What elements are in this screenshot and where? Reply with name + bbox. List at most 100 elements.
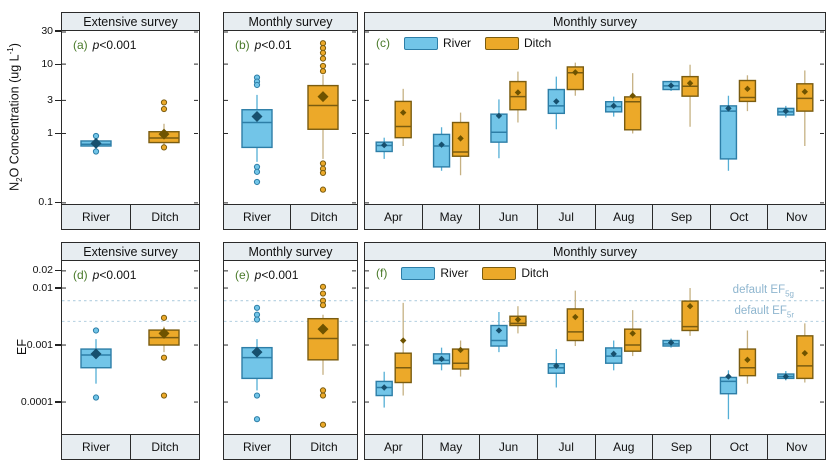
ref-label-default-ef5r: default EF5r [734,305,794,320]
plot-area: (a) p<0.001 [61,31,200,204]
boxplot-ditch-aug [623,73,642,134]
mean-diamond [667,82,675,89]
boxplot-ditch-apr [394,88,412,147]
x-category-ditch: Ditch [310,440,338,454]
outlier-dot [92,148,100,155]
x-category-river: River [62,205,131,229]
outlier-dot [253,392,261,399]
boxplot-ditch-jun [509,71,527,123]
boxplot-ditch-ditch [148,314,180,399]
y-tick-label: 0.01 [32,281,53,294]
x-category-oct: Oct [711,205,769,229]
x-category-sep: Sep [653,205,711,229]
legend-swatch-ditch [485,36,520,50]
x-category-nov: Nov [786,440,808,454]
x-category-aug: Aug [596,435,654,459]
x-category-jul: Jul [538,435,596,459]
outlier-dot [253,168,261,175]
mean-diamond [495,327,503,334]
legend-swatch-river [404,36,438,50]
y-tick-label: 0.0001 [20,395,53,408]
boxplot-river-jun [490,311,508,353]
legend: (c) River Ditch [376,36,565,50]
outlier-dot [92,132,100,140]
panel-annotation: (b) p<0.01 [235,38,292,52]
mean-diamond [686,80,694,87]
panel-letter: (d) [73,268,88,282]
boxplot-ditch-jul [566,62,585,96]
panel-header: Monthly survey [223,12,358,31]
outlier-dot [160,392,168,399]
boxplot-ditch-ditch [307,283,339,428]
x-category-may: May [423,205,481,229]
outlier-dot [92,394,100,401]
outlier-dot [253,416,261,423]
legend-label-river: River [440,266,469,280]
panel-header: Monthly survey [223,242,358,261]
x-axis-strip: River Ditch [223,434,358,460]
p-value: <0.001 [99,268,137,282]
outlier-dot [319,160,327,167]
mean-diamond [572,313,579,321]
mean-diamond [158,128,170,140]
outlier-dot [319,302,327,309]
outlier-dot [319,421,327,428]
mean-diamond [158,327,170,339]
plot-canvas [62,270,198,403]
plot-canvas [224,270,356,428]
mean-diamond [438,141,445,148]
outlier-dot [319,68,327,75]
plot-area: (c) River Ditch [364,31,826,204]
outlier-dot [160,99,168,106]
boxplot-river-nov [777,105,795,118]
mean-diamond [317,91,329,103]
box [681,300,699,332]
boxplot-river-sep [662,80,680,91]
x-axis-strip: River Ditch [61,434,200,460]
outlier-dot [319,49,327,57]
y-tick-label: 10 [41,57,53,70]
outlier-dot [319,55,327,62]
x-category-apr: Apr [365,205,423,229]
x-category-oct: Oct [711,435,769,459]
x-category-jun: Jun [480,435,538,459]
legend: (f) River Ditch [376,266,563,280]
outlier-dot [319,290,327,297]
y-tick-label: 0.02 [32,264,53,277]
x-category-jun: Jun [480,205,538,229]
panel-e-monthly-ef: Monthly survey (e) p<0.001 River Ditch [223,242,358,460]
x-axis-strip: Apr May Jun Jul Aug Sep Oct Nov [364,434,826,460]
p-symbol: p [92,268,100,282]
x-axis-strip: River Ditch [61,204,200,230]
outlier-dot [319,62,327,70]
mean-diamond [380,141,388,149]
boxplot-ditch-jul [566,290,585,347]
y-tick-mark [55,63,61,65]
mean-diamond [686,303,694,310]
boxplot-river-oct [719,370,738,420]
y-tick-mark [55,99,61,101]
mean-diamond [90,348,102,360]
boxplot-ditch-aug [623,310,642,357]
mean-diamond [725,105,732,112]
y-tick-mark [55,344,61,346]
mean-diamond [782,107,790,115]
box [394,100,412,139]
mean-diamond [725,373,732,380]
boxplot-river-river [80,132,112,155]
y-tick-mark [55,270,61,272]
boxplot-river-aug [604,96,623,117]
x-category-sep: Sep [653,435,711,459]
panel-letter: (e) [235,268,250,282]
y-tick-label: 0.1 [38,196,53,209]
box [566,308,585,342]
plot-area: (f) River Ditch default EF5g default EF5… [364,261,826,434]
p-value: <0.01 [261,38,292,52]
mean-diamond [495,112,503,119]
mean-diamond [380,384,388,391]
box [796,83,814,112]
outlier-dot [319,186,327,193]
outlier-dot [319,283,327,290]
boxplot-ditch-ditch [307,40,339,193]
